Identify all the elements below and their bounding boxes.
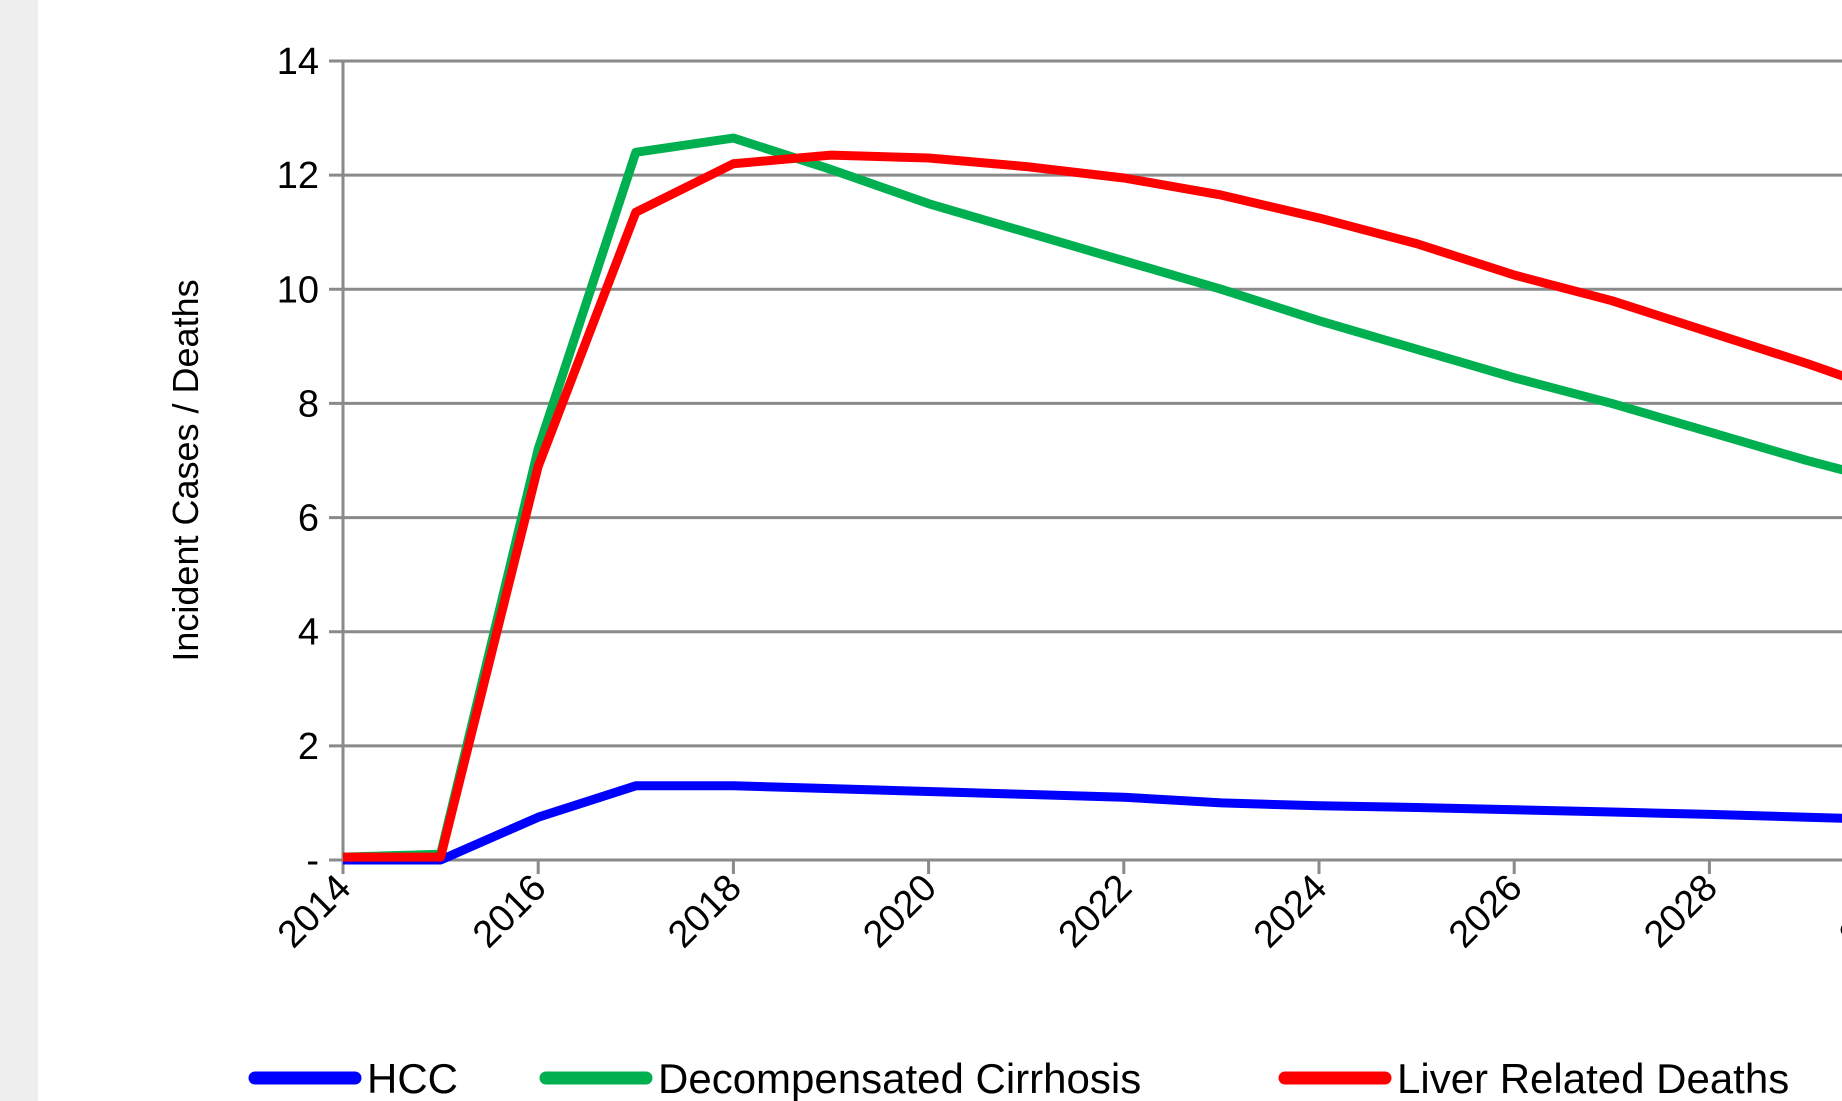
y-tick-label: - bbox=[306, 840, 319, 882]
left-margin-panel bbox=[0, 0, 38, 1101]
legend-label: HCC bbox=[367, 1055, 458, 1101]
x-tick-label: 2016 bbox=[465, 867, 554, 956]
legend-label: Decompensated Cirrhosis bbox=[658, 1055, 1141, 1101]
x-tick-label: 2020 bbox=[855, 867, 944, 956]
y-tick-label: 2 bbox=[298, 726, 319, 768]
x-tick-label: 2018 bbox=[660, 867, 749, 956]
chart-background bbox=[38, 0, 1842, 1101]
y-tick-label: 4 bbox=[298, 612, 319, 654]
y-axis-title: Incident Cases / Deaths bbox=[165, 279, 206, 661]
series-line-decompensated-cirrhosis bbox=[342, 133, 1842, 862]
x-tick-label: 2024 bbox=[1246, 867, 1335, 956]
legend-label: Liver Related Deaths bbox=[1397, 1055, 1789, 1101]
gridlines bbox=[329, 59, 1842, 862]
y-tick-label: 8 bbox=[298, 383, 319, 425]
series-line-liver-related-deaths bbox=[343, 150, 1842, 862]
x-tick-label: 2026 bbox=[1441, 867, 1530, 956]
series-lines bbox=[342, 133, 1842, 865]
y-tick-label: 12 bbox=[277, 155, 319, 197]
legend: HCC Decompensated Cirrhosis Liver Related … bbox=[248, 1055, 1789, 1101]
x-tick-label: 2028 bbox=[1636, 867, 1725, 956]
x-tick-label: 2022 bbox=[1051, 867, 1140, 956]
y-tick-label: 6 bbox=[298, 498, 319, 540]
y-tick-label: 14 bbox=[277, 41, 319, 83]
x-tick-label: 2030 bbox=[1831, 867, 1842, 956]
y-tick-label: 10 bbox=[277, 269, 319, 311]
series-line-hcc bbox=[343, 781, 1842, 865]
axes bbox=[341, 61, 1842, 874]
